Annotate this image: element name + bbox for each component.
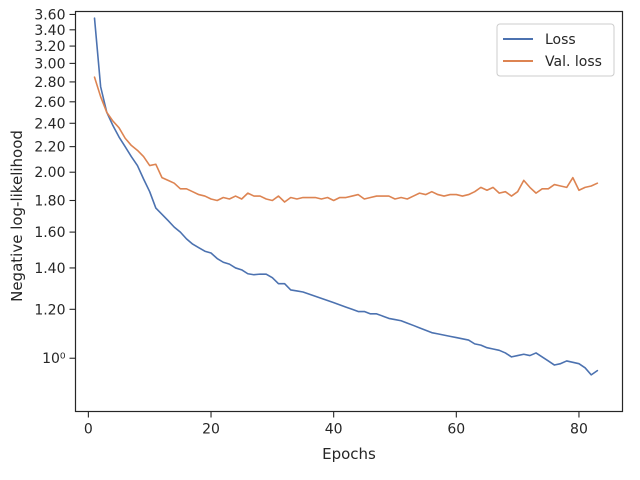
legend-label-loss: Loss — [545, 32, 576, 48]
legend: Loss Val. loss — [496, 23, 615, 77]
series-line-1 — [93, 76, 599, 203]
y-tick-label: 1.40 — [34, 261, 65, 277]
y-tick-label: 2.60 — [34, 95, 65, 111]
y-tick-label: 3.40 — [34, 23, 65, 39]
series-lines — [93, 17, 599, 376]
y-tick-label: 2.00 — [34, 165, 65, 181]
y-tick-label: 1.80 — [34, 193, 65, 209]
y-axis-ticks: 10⁰ 1.20 1.40 1.60 1.80 2.00 2.20 2.40 2.60 2.80 3… — [34, 7, 76, 367]
y-tick-label: 3.00 — [34, 56, 65, 72]
legend-label-val-loss: Val. loss — [545, 54, 602, 70]
y-tick-label: 1.20 — [34, 302, 65, 318]
y-tick-label: 2.40 — [34, 116, 65, 132]
x-tick-label: 80 — [570, 422, 588, 438]
y-tick-label: 2.20 — [34, 140, 65, 156]
y-tick-label: 10⁰ — [42, 351, 66, 367]
y-tick-label: 2.80 — [34, 75, 65, 91]
x-axis-label: Epochs — [322, 445, 376, 463]
series-line-0 — [93, 17, 599, 376]
x-tick-label: 0 — [84, 422, 93, 438]
y-tick-label: 3.20 — [34, 39, 65, 55]
plot-frame — [74, 10, 624, 413]
x-tick-label: 60 — [447, 422, 465, 438]
y-tick-label: 3.60 — [34, 7, 65, 23]
y-axis-label: Negative log-likelihood — [8, 130, 26, 302]
y-tick-label: 1.60 — [34, 225, 65, 241]
x-tick-label: 40 — [325, 422, 343, 438]
x-tick-label: 20 — [202, 422, 220, 438]
legend-box — [496, 23, 615, 77]
x-axis-ticks: 0 20 40 60 80 — [84, 411, 588, 438]
